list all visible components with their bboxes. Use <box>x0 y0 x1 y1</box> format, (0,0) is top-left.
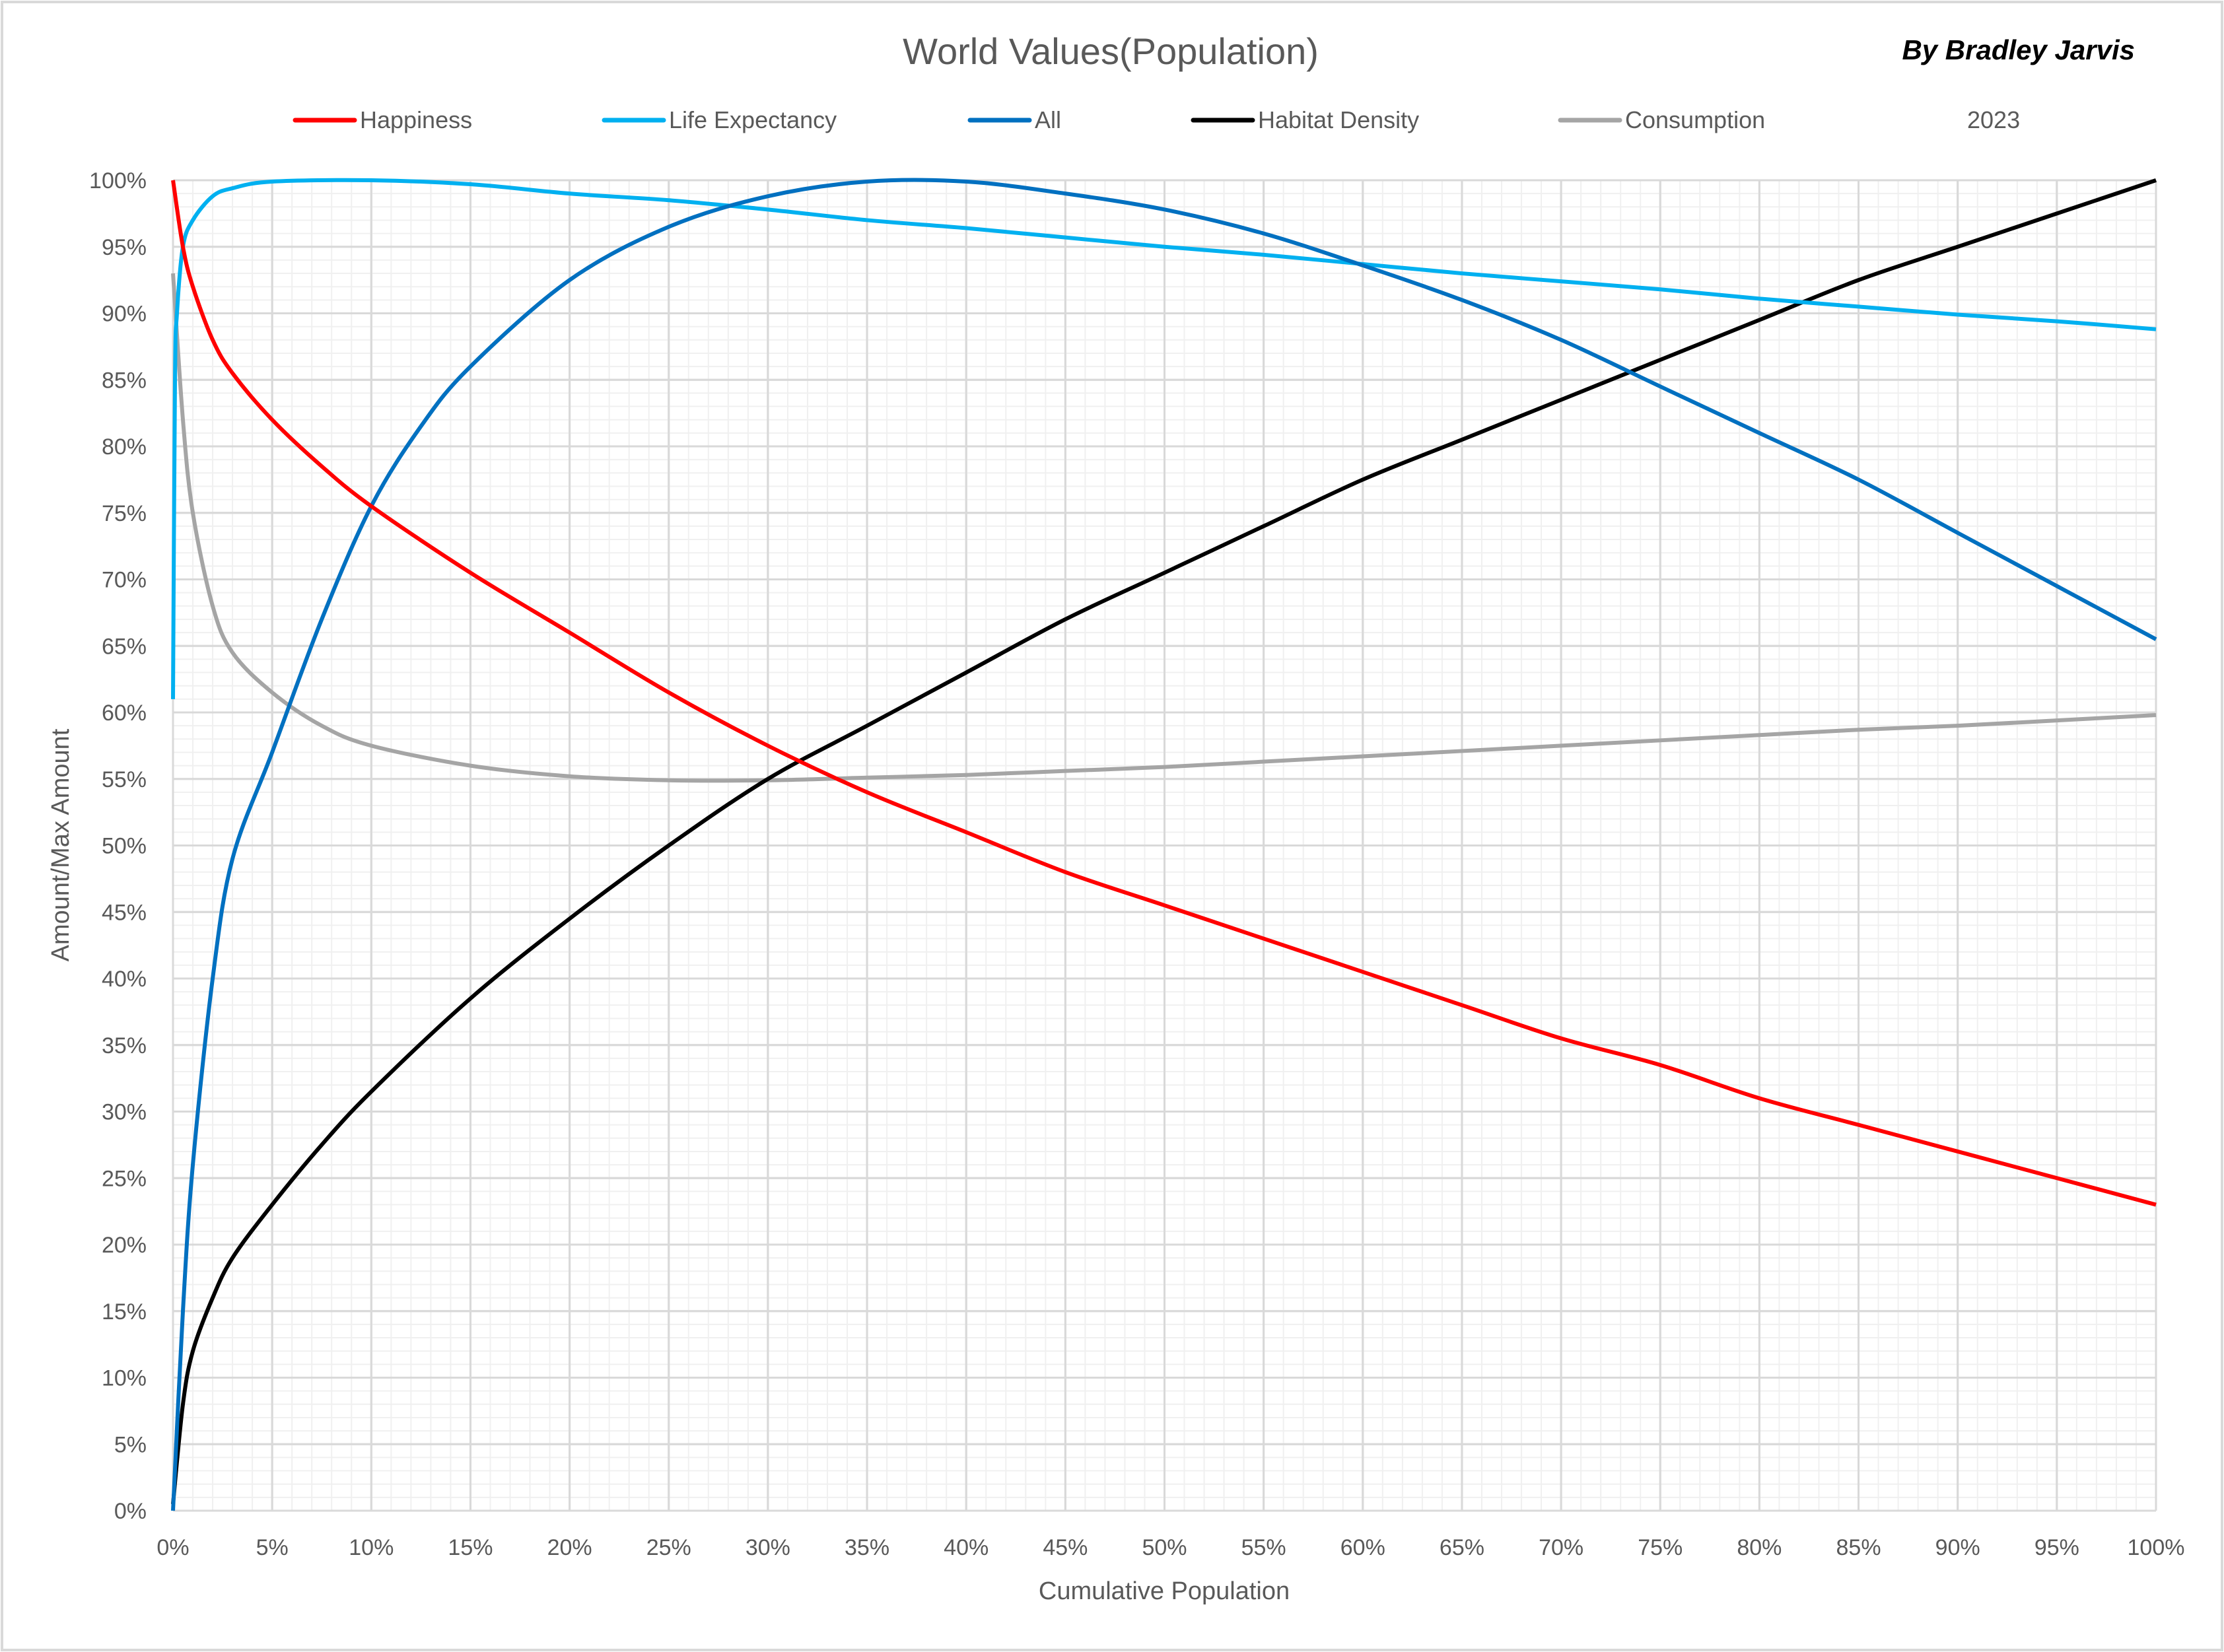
x-tick-label: 55% <box>1241 1535 1286 1560</box>
y-tick-label: 85% <box>102 368 147 393</box>
legend-label: All <box>1035 106 1061 133</box>
legend-label: Consumption <box>1625 106 1765 133</box>
y-tick-label: 100% <box>89 168 147 193</box>
x-tick-label: 95% <box>2034 1535 2079 1560</box>
y-tick-label: 45% <box>102 900 147 925</box>
y-axis-ticks: 0% 5% 10% 15% 20% 25% 30% 35% 40% 45% 50% 55% 60% 65%… <box>89 168 147 1524</box>
x-tick-label: 30% <box>746 1535 790 1560</box>
x-tick-label: 45% <box>1043 1535 1088 1560</box>
legend-item-habitat-density: Habitat Density <box>1191 106 1419 133</box>
series-line-life-expectancy <box>171 178 2157 699</box>
legend-item-happiness: Happiness <box>293 106 472 133</box>
legend-year: 2023 <box>1967 106 2020 133</box>
y-tick-label: 50% <box>102 834 147 859</box>
x-tick-label: 85% <box>1836 1535 1881 1560</box>
y-tick-label: 75% <box>102 501 147 526</box>
y-tick-label: 0% <box>114 1499 147 1524</box>
x-tick-label: 40% <box>944 1535 989 1560</box>
legend-label: Life Expectancy <box>669 106 837 133</box>
y-tick-label: 5% <box>114 1432 147 1457</box>
legend-item-all: All <box>967 106 1061 133</box>
y-tick-label: 65% <box>102 634 147 659</box>
x-tick-label: 75% <box>1638 1535 1683 1560</box>
y-tick-label: 25% <box>102 1166 147 1191</box>
x-tick-label: 80% <box>1737 1535 1782 1560</box>
y-tick-label: 35% <box>102 1033 147 1058</box>
y-tick-label: 15% <box>102 1299 147 1325</box>
y-tick-label: 80% <box>102 434 147 460</box>
legend-item-life-expectancy: Life Expectancy <box>602 106 837 133</box>
x-tick-label: 65% <box>1440 1535 1484 1560</box>
series-line-all <box>171 178 2157 1511</box>
y-tick-label: 95% <box>102 235 147 260</box>
series-line-happiness <box>171 180 2157 1207</box>
series-line-consumption <box>171 273 2157 783</box>
x-tick-label: 35% <box>845 1535 889 1560</box>
chart-title: World Values(Population) <box>903 30 1319 72</box>
y-tick-label: 60% <box>102 701 147 726</box>
series-lines <box>171 178 2157 1511</box>
legend-label: Happiness <box>360 106 472 133</box>
y-tick-label: 30% <box>102 1100 147 1125</box>
y-tick-label: 70% <box>102 568 147 593</box>
chart-byline: By Bradley Jarvis <box>1902 34 2135 65</box>
y-axis-title: Amount/Max Amount <box>47 728 75 961</box>
x-tick-label: 25% <box>646 1535 691 1560</box>
y-tick-label: 90% <box>102 302 147 327</box>
x-tick-label: 60% <box>1340 1535 1385 1560</box>
y-tick-label: 55% <box>102 767 147 792</box>
x-tick-label: 20% <box>547 1535 592 1560</box>
x-tick-label: 50% <box>1142 1535 1187 1560</box>
legend: Happiness Life Expectancy All Habitat Densi… <box>293 106 1765 133</box>
legend-item-consumption: Consumption <box>1558 106 1765 133</box>
x-tick-label: 90% <box>1935 1535 1980 1560</box>
x-axis-ticks: 0% 5% 10% 15% 20% 25% 30% 35% 40% 45% 50% 55% 60% 65%… <box>156 1535 2184 1560</box>
gridlines <box>172 179 2157 1512</box>
series-line-habitat-density <box>171 178 2157 1505</box>
y-tick-label: 10% <box>102 1366 147 1391</box>
x-tick-label: 10% <box>349 1535 394 1560</box>
x-tick-label: 100% <box>2128 1535 2185 1560</box>
legend-label: Habitat Density <box>1258 106 1419 133</box>
x-tick-label: 15% <box>448 1535 493 1560</box>
y-tick-label: 20% <box>102 1233 147 1258</box>
y-tick-label: 40% <box>102 967 147 992</box>
x-tick-label: 5% <box>256 1535 289 1560</box>
x-tick-label: 0% <box>156 1535 189 1560</box>
x-axis-title: Cumulative Population <box>1039 1577 1290 1605</box>
x-tick-label: 70% <box>1539 1535 1583 1560</box>
